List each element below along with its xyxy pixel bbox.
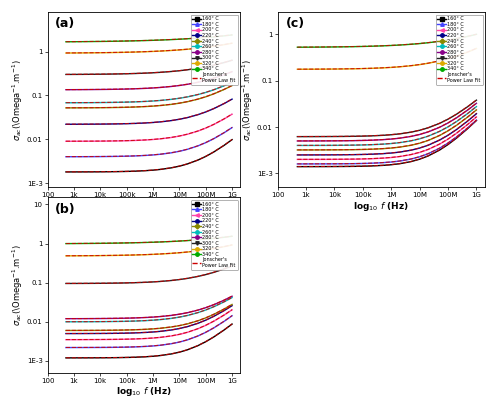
- Y-axis label: $\sigma_{ac}$(\Omega$^{-1}$.m$^{-1}$): $\sigma_{ac}$(\Omega$^{-1}$.m$^{-1}$): [11, 59, 26, 141]
- Text: (b): (b): [55, 203, 76, 216]
- Legend: 160° C, 180° C, 200° C, 220° C, 240° C, 260° C, 280° C, 300° C, 320° C, 340° C, : 160° C, 180° C, 200° C, 220° C, 240° C, …: [190, 200, 238, 270]
- Text: (a): (a): [55, 17, 76, 30]
- Legend: 160° C, 180° C, 200° C, 220° C, 240° C, 260° C, 280° C, 300° C, 320° C, 340° C, : 160° C, 180° C, 200° C, 220° C, 240° C, …: [190, 15, 238, 85]
- Text: (c): (c): [286, 17, 305, 30]
- X-axis label: log$_{10}$ $f$ (Hz): log$_{10}$ $f$ (Hz): [354, 199, 409, 213]
- X-axis label: log$_{10}$ $f$ (Hz): log$_{10}$ $f$ (Hz): [116, 385, 172, 398]
- Y-axis label: $\sigma_{ac}$(\Omega$^{-1}$.m$^{-1}$): $\sigma_{ac}$(\Omega$^{-1}$.m$^{-1}$): [241, 59, 256, 141]
- X-axis label: log$_{10}$ $f$ (Hz): log$_{10}$ $f$ (Hz): [116, 199, 172, 213]
- Legend: 160° C, 180° C, 200° C, 220° C, 240° C, 260° C, 280° C, 300° C, 320° C, 340° C, : 160° C, 180° C, 200° C, 220° C, 240° C, …: [436, 15, 482, 85]
- Y-axis label: $\sigma_{ac}$(\Omega$^{-1}$.m$^{-1}$): $\sigma_{ac}$(\Omega$^{-1}$.m$^{-1}$): [11, 244, 26, 326]
